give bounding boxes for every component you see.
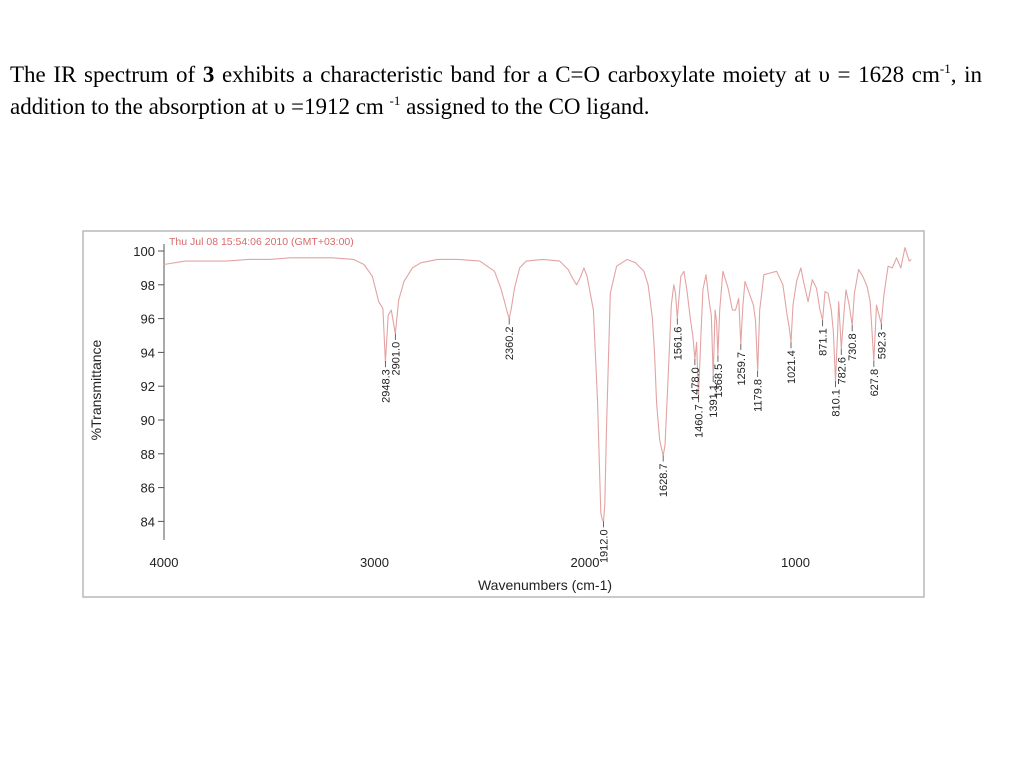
peak-label: 782.6 [836, 357, 848, 385]
x-tick-label: 4000 [150, 555, 179, 570]
superscript-1: -1 [939, 61, 951, 76]
peak-label: 730.8 [847, 333, 859, 361]
chart-border [82, 230, 925, 598]
superscript-2: -1 [389, 93, 401, 108]
peak-label: 592.3 [876, 332, 888, 360]
y-tick-label: 88 [141, 447, 155, 462]
y-tick-label: 100 [133, 244, 155, 259]
peak-label: 1478.0 [690, 367, 702, 401]
nu-symbol-2: υ [273, 94, 286, 119]
peak-label: 2360.2 [504, 327, 516, 361]
x-tick-label: 2000 [571, 555, 600, 570]
peak-label: 1561.6 [672, 327, 684, 361]
text-part-3: = 1628 cm [829, 62, 940, 87]
text-part-1: The IR spectrum of [10, 62, 203, 87]
peak-label: 1368.5 [713, 364, 725, 398]
peak-label: 2901.0 [390, 342, 402, 376]
chart-title: Thu Jul 08 15:54:06 2010 (GMT+03:00) [169, 236, 354, 248]
x-tick-label: 1000 [781, 555, 810, 570]
peak-label: 1259.7 [736, 352, 748, 386]
spectrum-line [163, 247, 912, 522]
y-tick-label: 96 [141, 312, 155, 327]
peak-label: 1021.4 [786, 350, 798, 384]
compound-number: 3 [202, 62, 215, 87]
peak-label: 1460.7 [694, 404, 706, 438]
y-tick-label: 92 [141, 379, 155, 394]
peak-label: 2948.3 [380, 369, 392, 403]
text-part-5: =1912 cm [285, 94, 390, 119]
x-axis-ticks: 4000 3000 2000 1000 [150, 555, 810, 570]
y-axis-ticks: 84 86 88 90 92 94 96 98 100 [133, 244, 164, 529]
peak-label: 871.1 [818, 328, 830, 356]
description-paragraph: The IR spectrum of 3 exhibits a characte… [10, 59, 982, 123]
text-part-2: exhibits a characteristic band for a C=O… [214, 62, 819, 87]
peak-label: 1912.0 [599, 529, 611, 563]
x-axis-label: Wavenumbers (cm-1) [478, 577, 612, 593]
peak-label: 627.8 [869, 369, 881, 397]
peak-label: 1179.8 [753, 379, 765, 412]
y-tick-label: 90 [141, 413, 155, 428]
y-tick-label: 98 [141, 278, 155, 293]
peak-label: 1391.1 [708, 384, 720, 418]
text-part-6: assigned to the CO ligand. [400, 94, 650, 119]
peak-label: 1628.7 [658, 464, 670, 498]
text-part-4: , in addition to the absorption at [10, 62, 982, 119]
y-tick-label: 94 [141, 345, 155, 360]
peak-label: 810.1 [831, 389, 843, 417]
x-tick-label: 3000 [360, 555, 389, 570]
nu-symbol-1: υ [818, 62, 830, 87]
y-tick-label: 84 [141, 514, 155, 529]
y-tick-label: 86 [141, 481, 155, 496]
y-axis-label: %Transmittance [88, 339, 104, 440]
